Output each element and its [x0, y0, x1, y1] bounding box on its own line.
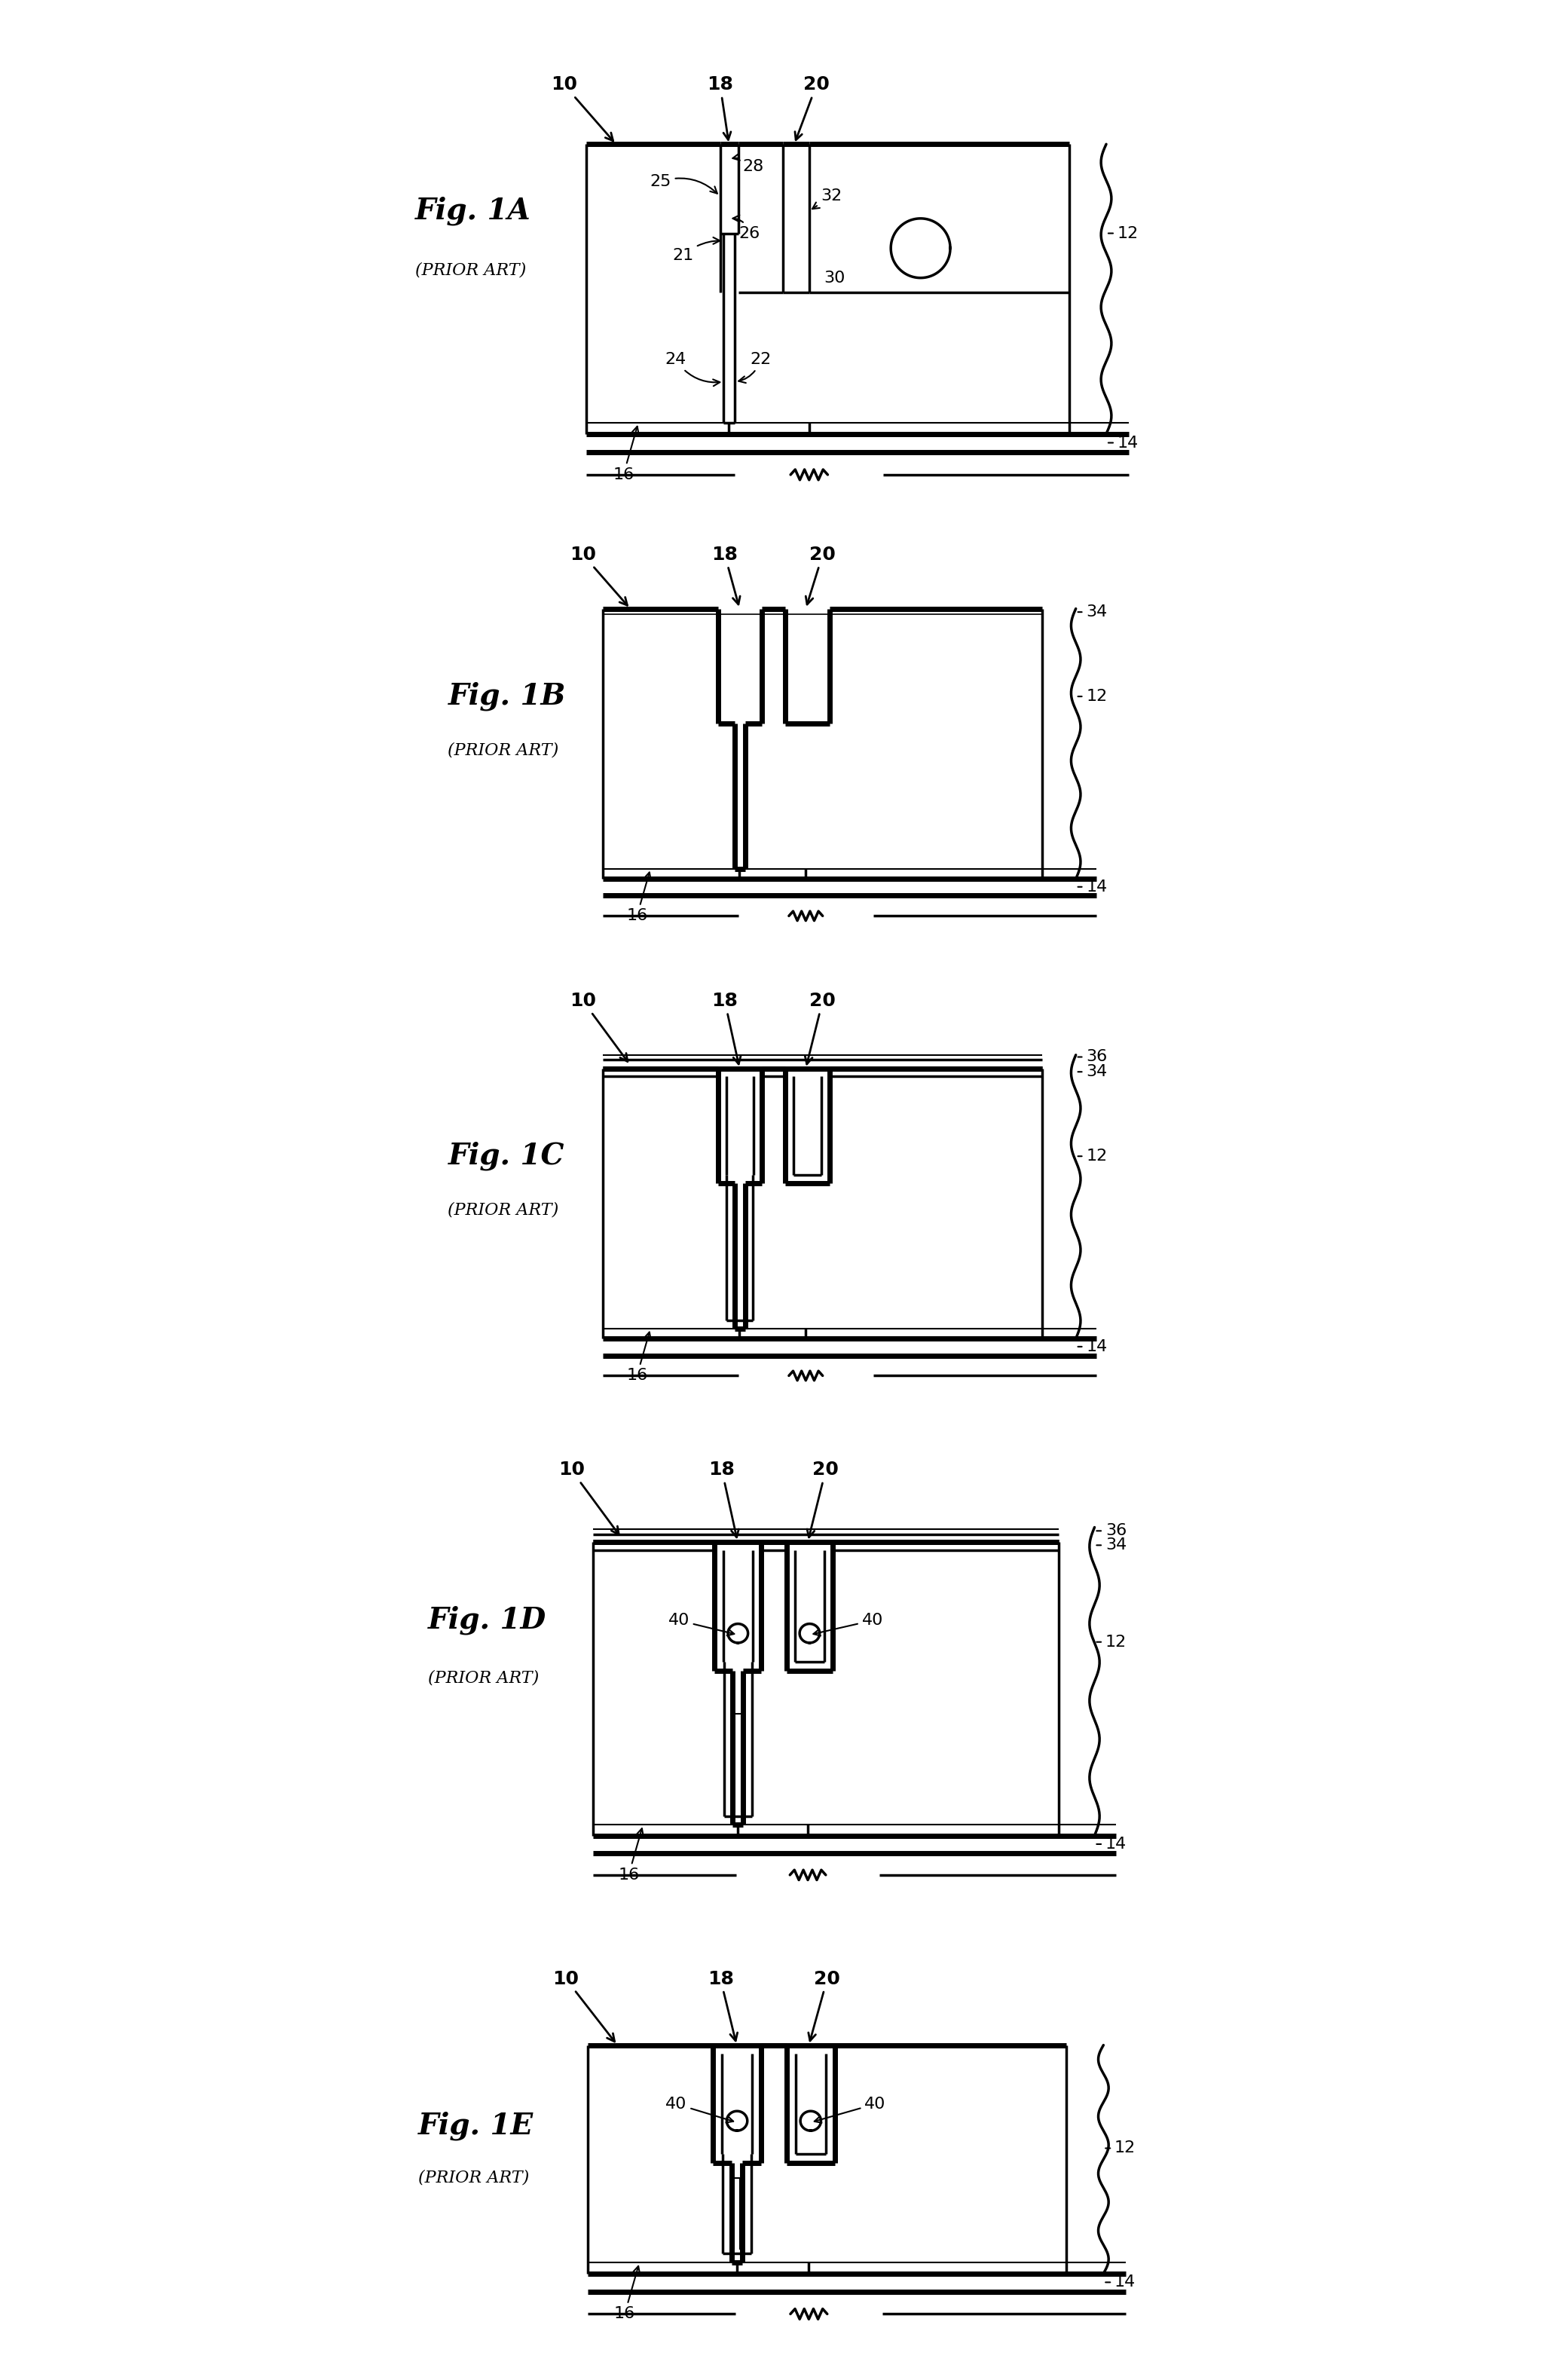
Text: 34: 34: [1106, 1537, 1127, 1552]
Text: 40: 40: [665, 2097, 733, 2123]
Text: 40: 40: [669, 1614, 735, 1635]
Text: 22: 22: [738, 352, 772, 383]
Text: 18: 18: [712, 545, 740, 605]
Text: 25: 25: [650, 174, 718, 193]
Text: Fig. 1E: Fig. 1E: [418, 2111, 534, 2140]
Text: 12: 12: [1118, 226, 1138, 240]
Text: Fig. 1D: Fig. 1D: [428, 1606, 547, 1635]
Text: 10: 10: [570, 992, 627, 1061]
Text: 12: 12: [1085, 1150, 1107, 1164]
Text: 10: 10: [570, 545, 627, 605]
Text: 14: 14: [1118, 436, 1138, 450]
Text: 18: 18: [707, 1971, 738, 2040]
Text: 10: 10: [557, 1461, 619, 1535]
Text: 32: 32: [812, 188, 841, 209]
Text: (PRIOR ART): (PRIOR ART): [448, 743, 559, 759]
Text: 16: 16: [627, 1333, 650, 1383]
Text: 14: 14: [1106, 1837, 1127, 1852]
Text: 30: 30: [824, 271, 846, 286]
Text: (PRIOR ART): (PRIOR ART): [428, 1668, 539, 1685]
Text: 18: 18: [709, 1461, 738, 1537]
Text: 14: 14: [1115, 2275, 1136, 2290]
Text: 12: 12: [1085, 688, 1107, 704]
Text: 34: 34: [1085, 1064, 1107, 1081]
Text: 21: 21: [672, 238, 720, 264]
Text: 36: 36: [1106, 1523, 1127, 1537]
Text: 12: 12: [1106, 1635, 1127, 1649]
Text: 40: 40: [814, 2097, 886, 2123]
Text: 36: 36: [1085, 1050, 1107, 1064]
Text: 40: 40: [814, 1614, 883, 1635]
Text: (PRIOR ART): (PRIOR ART): [448, 1202, 559, 1219]
Text: 28: 28: [733, 155, 764, 174]
Text: 34: 34: [1085, 605, 1107, 619]
Text: 20: 20: [808, 1461, 838, 1537]
Text: Fig. 1B: Fig. 1B: [448, 683, 565, 712]
Text: (PRIOR ART): (PRIOR ART): [418, 2171, 530, 2185]
Text: 14: 14: [1085, 878, 1107, 895]
Text: 12: 12: [1115, 2140, 1136, 2156]
Text: 18: 18: [707, 76, 733, 140]
Text: 16: 16: [627, 873, 650, 923]
Text: 14: 14: [1085, 1340, 1107, 1354]
Text: 24: 24: [665, 352, 720, 386]
Text: Fig. 1A: Fig. 1A: [415, 198, 531, 226]
Text: 16: 16: [615, 2266, 639, 2320]
Text: 16: 16: [613, 426, 639, 483]
Text: 10: 10: [553, 1971, 615, 2042]
Text: (PRIOR ART): (PRIOR ART): [415, 262, 527, 278]
Text: 20: 20: [806, 545, 835, 605]
Text: 16: 16: [618, 1828, 644, 1883]
Text: 10: 10: [551, 76, 613, 140]
Text: 20: 20: [809, 1971, 840, 2040]
Text: 20: 20: [804, 992, 835, 1064]
Text: 18: 18: [712, 992, 741, 1064]
Text: Fig. 1C: Fig. 1C: [448, 1142, 565, 1171]
Text: 20: 20: [795, 76, 829, 140]
Text: 26: 26: [733, 214, 760, 240]
